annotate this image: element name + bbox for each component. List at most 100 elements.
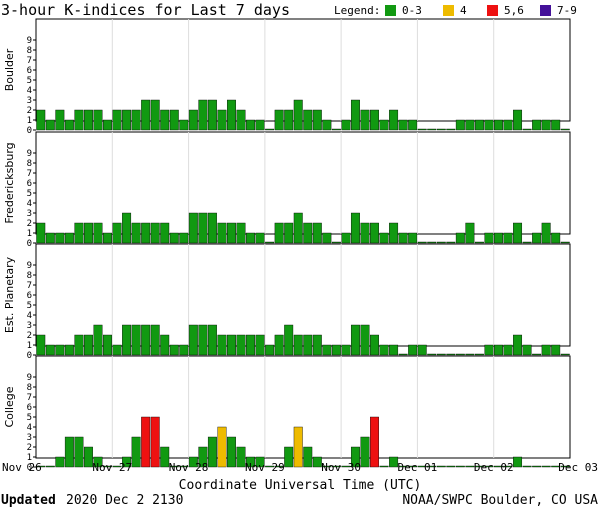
k-bar <box>112 465 122 468</box>
k-bar <box>474 119 484 131</box>
k-bar <box>150 99 160 131</box>
k-bar <box>541 222 551 244</box>
k-bar <box>103 334 112 356</box>
k-bar <box>312 456 322 468</box>
k-bar <box>417 128 427 131</box>
k-bar <box>246 456 256 468</box>
panel-label: College <box>3 386 16 427</box>
k-bar <box>408 344 418 356</box>
y-tick-label: 2 <box>27 443 32 453</box>
k-bar <box>169 344 179 356</box>
k-bar <box>427 128 437 131</box>
panel-frame <box>35 131 571 235</box>
y-tick-label: 7 <box>27 393 32 403</box>
k-bar <box>131 324 141 356</box>
y-tick-label: 1 <box>27 229 32 239</box>
k-bar <box>446 465 456 468</box>
k-bar <box>303 109 313 131</box>
k-bar <box>45 344 55 356</box>
k-bar <box>293 212 303 244</box>
panel-label: Est. Planetary <box>3 256 16 333</box>
y-tick-label: 7 <box>27 281 32 291</box>
k-bar <box>103 465 112 468</box>
k-bar <box>360 436 370 468</box>
k-bar <box>103 119 112 131</box>
k-bar <box>398 353 408 356</box>
k-bar <box>255 119 265 131</box>
k-bar <box>227 436 236 468</box>
k-bar <box>513 334 523 356</box>
k-bar <box>551 232 561 244</box>
k-bar <box>236 334 246 356</box>
k-bar <box>169 232 179 244</box>
k-bar <box>532 465 542 468</box>
k-bar <box>274 465 284 468</box>
k-bar <box>446 128 456 131</box>
k-bar <box>341 465 351 468</box>
k-bar <box>217 109 227 131</box>
k-bar <box>408 465 418 468</box>
x-tick-labels: Nov 26 Nov 27 Nov 28 Nov 29 Nov 30 Dec 01 Dec … <box>2 461 598 474</box>
chart-title: 3-hour K-indices for Last 7 days <box>1 1 290 19</box>
k-bar <box>322 119 332 131</box>
k-bar <box>436 128 446 131</box>
k-bar <box>389 222 399 244</box>
k-bar <box>179 344 189 356</box>
k-bar <box>350 324 360 356</box>
k-bar <box>484 465 494 468</box>
k-bar <box>131 436 141 468</box>
k-bar <box>331 128 341 131</box>
k-bar <box>207 436 217 468</box>
k-bar <box>141 324 151 356</box>
k-bar <box>446 241 456 244</box>
k-bar <box>255 456 265 468</box>
k-bar <box>141 222 151 244</box>
k-bar <box>484 344 494 356</box>
y-tick-label: 4 <box>27 199 32 209</box>
k-bar <box>207 324 217 356</box>
k-bar <box>474 465 484 468</box>
y-tick-label: 9 <box>27 149 32 159</box>
k-bar <box>160 334 170 356</box>
legend-swatch-3 <box>487 5 498 16</box>
y-tick-label: 1 <box>27 341 32 351</box>
y-tick-label: 4 <box>27 423 32 433</box>
k-bar <box>436 465 446 468</box>
k-bar <box>331 241 341 244</box>
k-bar <box>312 334 322 356</box>
k-bar <box>227 222 236 244</box>
k-bar <box>274 222 284 244</box>
y-tick-label: 6 <box>27 179 32 189</box>
k-bar <box>350 446 360 468</box>
updated-value: 2020 Dec 2 2130 <box>66 493 183 508</box>
k-bar <box>341 232 351 244</box>
y-tick-label: 6 <box>27 66 32 76</box>
k-bar <box>131 222 141 244</box>
k-bar <box>522 465 532 468</box>
k-bar <box>36 465 46 468</box>
k-bar <box>560 241 570 244</box>
k-bar <box>503 344 513 356</box>
k-bar <box>522 241 532 244</box>
k-bar <box>446 353 456 356</box>
k-bar <box>45 465 55 468</box>
k-bar <box>455 119 465 131</box>
y-tick-label: 4 <box>27 86 32 96</box>
k-bar <box>112 344 122 356</box>
k-bar <box>389 109 399 131</box>
y-tick-label: 0 <box>27 239 32 249</box>
k-bar <box>398 119 408 131</box>
k-bar <box>484 232 494 244</box>
k-bar <box>64 232 74 244</box>
k-bar <box>465 119 475 131</box>
k-bar <box>522 344 532 356</box>
k-bar <box>246 119 256 131</box>
k-bar <box>398 465 408 468</box>
k-bar <box>179 119 189 131</box>
k-bar <box>284 324 294 356</box>
k-bar <box>74 436 84 468</box>
k-bar <box>379 344 389 356</box>
k-bar <box>217 222 227 244</box>
k-bar <box>341 344 351 356</box>
